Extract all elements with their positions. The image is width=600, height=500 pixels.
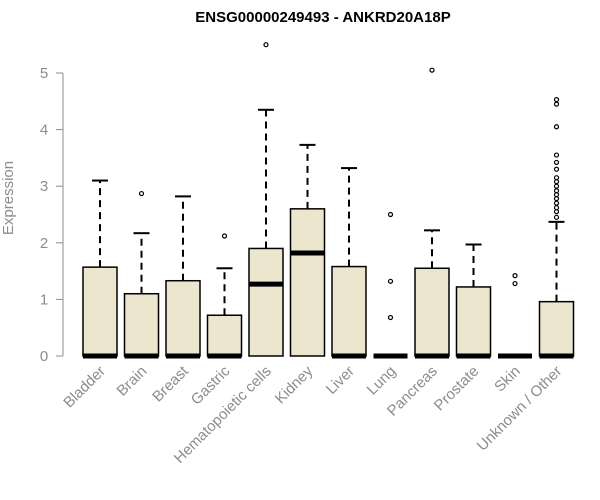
boxes-layer bbox=[82, 42, 575, 359]
box-iqr bbox=[248, 247, 284, 357]
box-iqr bbox=[414, 267, 450, 357]
x-tick-label: Breast bbox=[149, 362, 192, 405]
box-group bbox=[206, 233, 243, 359]
outlier-point bbox=[553, 183, 560, 189]
outlier-point bbox=[429, 67, 435, 73]
box-group bbox=[331, 167, 367, 359]
box-iqr bbox=[82, 266, 118, 357]
outlier-point bbox=[553, 101, 560, 107]
box-group bbox=[538, 97, 575, 359]
box-group bbox=[498, 273, 532, 359]
box-iqr bbox=[123, 292, 160, 357]
x-tick-label: Liver bbox=[323, 363, 358, 398]
outlier-point bbox=[512, 280, 518, 287]
x-tick-label: Brain bbox=[114, 363, 151, 400]
x-tick-label: Lung bbox=[364, 363, 400, 399]
chart-title: ENSG00000249493 - ANKRD20A18P bbox=[195, 9, 450, 26]
y-axis-label: Expression bbox=[0, 161, 17, 235]
box-group bbox=[373, 211, 408, 359]
box-iqr bbox=[165, 279, 201, 357]
y-axis: 0 1 2 3 4 5 bbox=[40, 65, 64, 365]
box-iqr bbox=[289, 208, 326, 357]
outlier-point bbox=[221, 233, 228, 239]
box-iqr bbox=[206, 314, 243, 357]
outlier-point bbox=[553, 166, 560, 172]
y-tick-label: 5 bbox=[40, 65, 48, 82]
box-iqr bbox=[538, 300, 575, 357]
box-group bbox=[414, 67, 450, 359]
outlier-point bbox=[263, 42, 269, 48]
outlier-point bbox=[387, 211, 394, 218]
box-group bbox=[248, 42, 284, 357]
outlier-point bbox=[553, 200, 560, 206]
outlier-point bbox=[553, 214, 560, 220]
y-tick-label: 2 bbox=[40, 235, 48, 252]
outlier-point bbox=[553, 97, 560, 103]
x-tick-label: Bladder bbox=[60, 363, 109, 412]
y-tick-label: 0 bbox=[40, 348, 48, 365]
x-tick-label: Kidney bbox=[272, 362, 317, 407]
box-group bbox=[165, 195, 201, 359]
outlier-point bbox=[512, 273, 518, 279]
y-tick-label: 4 bbox=[40, 122, 48, 139]
outlier-point bbox=[553, 159, 560, 166]
box-group bbox=[82, 179, 118, 359]
outlier-point bbox=[553, 152, 560, 158]
outlier-point bbox=[387, 278, 394, 284]
y-tick-label: 1 bbox=[40, 291, 48, 308]
box-iqr bbox=[331, 265, 367, 357]
outlier-point bbox=[553, 175, 560, 181]
box-group bbox=[289, 143, 326, 357]
outlier-point bbox=[553, 124, 560, 130]
x-tick-label: Prostate bbox=[431, 363, 483, 415]
y-tick-label: 3 bbox=[40, 178, 48, 195]
box-iqr bbox=[455, 286, 492, 357]
box-group bbox=[123, 190, 160, 359]
box-group bbox=[455, 243, 492, 359]
outlier-point bbox=[387, 314, 394, 321]
x-tick-label: Skin bbox=[491, 363, 524, 396]
outlier-point bbox=[138, 190, 145, 197]
